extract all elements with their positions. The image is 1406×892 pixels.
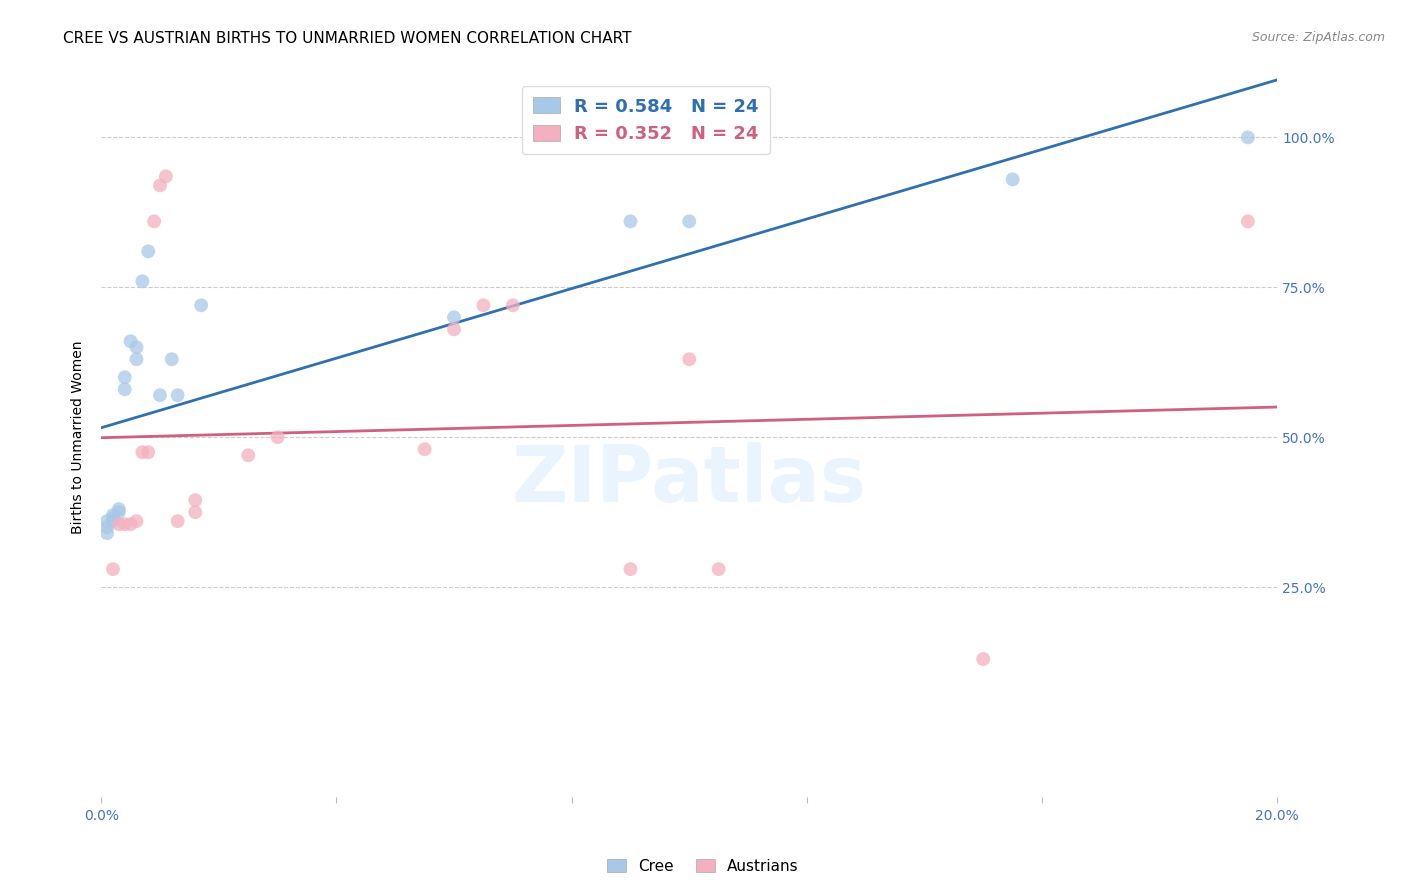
Point xyxy=(96,526,118,541)
Point xyxy=(184,505,207,519)
Point xyxy=(101,562,124,576)
Point xyxy=(678,352,700,367)
Point xyxy=(443,322,465,336)
Point xyxy=(266,430,288,444)
Point xyxy=(413,442,436,457)
Point xyxy=(166,514,188,528)
Point xyxy=(972,652,994,666)
Point xyxy=(125,352,148,367)
Y-axis label: Births to Unmarried Women: Births to Unmarried Women xyxy=(72,341,86,534)
Point xyxy=(443,310,465,325)
Legend: R = 0.584   N = 24, R = 0.352   N = 24: R = 0.584 N = 24, R = 0.352 N = 24 xyxy=(522,87,769,153)
Point xyxy=(125,514,148,528)
Point xyxy=(125,340,148,354)
Point xyxy=(619,214,641,228)
Point xyxy=(184,493,207,508)
Point xyxy=(143,214,166,228)
Point xyxy=(136,244,159,259)
Point xyxy=(108,505,131,519)
Point xyxy=(238,448,260,462)
Point xyxy=(120,517,142,532)
Point xyxy=(619,562,641,576)
Point xyxy=(108,502,131,516)
Point xyxy=(1001,172,1024,186)
Point xyxy=(114,517,136,532)
Point xyxy=(101,514,124,528)
Point xyxy=(155,169,177,184)
Point xyxy=(114,382,136,396)
Point xyxy=(707,562,730,576)
Text: Source: ZipAtlas.com: Source: ZipAtlas.com xyxy=(1251,31,1385,45)
Point xyxy=(149,178,172,193)
Point xyxy=(101,511,124,525)
Point xyxy=(1237,130,1260,145)
Point xyxy=(166,388,188,402)
Point xyxy=(108,517,131,532)
Point xyxy=(190,298,212,312)
Text: ZIPatlas: ZIPatlas xyxy=(512,442,866,518)
Point xyxy=(1237,214,1260,228)
Point xyxy=(136,445,159,459)
Point xyxy=(678,214,700,228)
Legend: Cree, Austrians: Cree, Austrians xyxy=(602,853,804,880)
Point xyxy=(502,298,524,312)
Point xyxy=(101,508,124,523)
Point xyxy=(131,274,153,288)
Point xyxy=(160,352,183,367)
Point xyxy=(472,298,495,312)
Point xyxy=(114,370,136,384)
Point xyxy=(131,445,153,459)
Point xyxy=(120,334,142,349)
Text: CREE VS AUSTRIAN BIRTHS TO UNMARRIED WOMEN CORRELATION CHART: CREE VS AUSTRIAN BIRTHS TO UNMARRIED WOM… xyxy=(63,31,631,46)
Point xyxy=(149,388,172,402)
Point xyxy=(96,514,118,528)
Point xyxy=(96,520,118,534)
